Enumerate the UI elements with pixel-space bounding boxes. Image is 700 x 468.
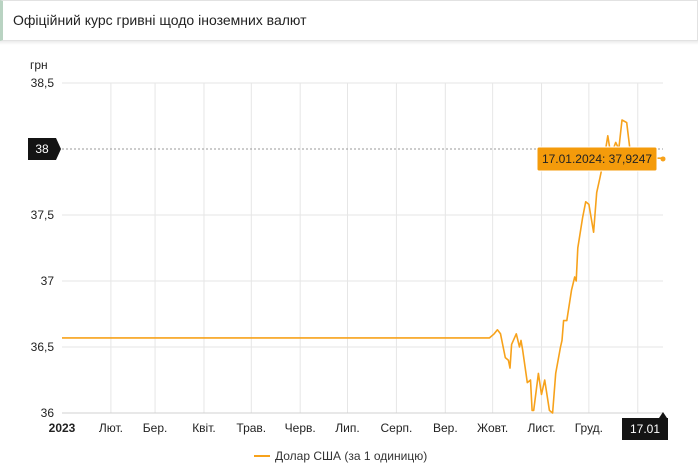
crosshair: 38 17.01 xyxy=(28,138,668,440)
x-tick-label: Черв. xyxy=(285,421,316,435)
x-tick-label: Лют. xyxy=(99,421,123,435)
crosshair-x-flag xyxy=(622,412,668,440)
tooltip-box xyxy=(536,146,658,172)
y-tick-label: 38,5 xyxy=(31,76,55,90)
x-tick-label: Вер. xyxy=(433,421,458,435)
y-axis-unit-label: грн xyxy=(30,58,48,72)
crosshair-y-flag xyxy=(28,138,61,160)
header-divider xyxy=(0,41,698,45)
chart-title: Офіційний курс гривні щодо іноземних вал… xyxy=(13,12,307,28)
y-axis-ticks: 38,5 37,5 37 36,5 36 xyxy=(31,76,55,420)
x-tick-label: Серп. xyxy=(380,421,412,435)
y-tick-label: 36 xyxy=(41,406,55,420)
crosshair-y-flag-label: 38 xyxy=(35,142,49,156)
x-tick-label: Квіт. xyxy=(192,421,216,435)
legend-label[interactable]: Долар США (за 1 одиницю) xyxy=(275,449,427,463)
tooltip-label: 17.01.2024: 37,9247 xyxy=(542,152,652,166)
x-axis-ticks: 2023 Лют. Бер. Квіт. Трав. Черв. Лип. Серп. Вер.… xyxy=(49,421,652,435)
y-tick-label: 37 xyxy=(41,274,55,288)
crosshair-x-flag-label: 17.01 xyxy=(630,422,660,436)
y-tick-label: 36,5 xyxy=(31,340,55,354)
x-tick-label: 2023 xyxy=(49,421,76,435)
x-tick-label: Трав. xyxy=(236,421,266,435)
y-tick-label: 37,5 xyxy=(31,208,55,222)
legend[interactable]: Долар США (за 1 одиницю) xyxy=(254,449,427,463)
x-tick-label: Лип. xyxy=(335,421,359,435)
tooltip: 17.01.2024: 37,9247 xyxy=(536,146,666,172)
x-tick-label: Лист. xyxy=(527,421,555,435)
grid-lines xyxy=(62,82,663,414)
x-tick-label: Бер. xyxy=(143,421,168,435)
hover-point xyxy=(660,156,666,162)
x-tick-label: Груд. xyxy=(575,421,603,435)
x-tick-label: Жовт. xyxy=(477,421,508,435)
chart-header: Офіційний курс гривні щодо іноземних вал… xyxy=(0,0,698,41)
